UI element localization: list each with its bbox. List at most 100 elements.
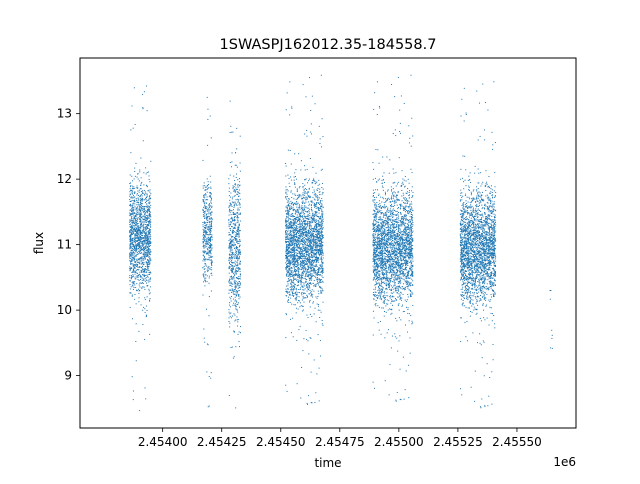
data-point <box>140 237 142 239</box>
data-point <box>293 204 295 206</box>
data-point <box>203 215 205 217</box>
data-point <box>237 227 239 229</box>
data-point <box>310 268 312 270</box>
data-point <box>202 273 204 275</box>
data-point <box>237 230 238 232</box>
data-point <box>141 277 143 279</box>
data-point <box>130 242 132 244</box>
data-point <box>209 259 211 261</box>
data-point <box>298 205 300 207</box>
data-point <box>142 206 144 208</box>
data-point <box>140 224 142 226</box>
data-point <box>315 182 317 184</box>
data-point <box>202 200 204 202</box>
data-point <box>297 274 299 276</box>
data-point <box>291 243 293 245</box>
data-point <box>314 202 316 204</box>
data-point <box>289 318 291 320</box>
data-point <box>302 259 304 261</box>
data-point <box>135 360 137 362</box>
data-point <box>309 233 311 235</box>
data-point <box>144 217 146 219</box>
data-point <box>145 247 147 249</box>
data-point <box>238 340 240 342</box>
data-point <box>311 95 313 97</box>
data-point <box>315 204 317 206</box>
data-point <box>130 229 132 231</box>
data-point <box>140 210 142 212</box>
data-point <box>295 228 297 230</box>
data-point <box>304 266 306 268</box>
data-point <box>315 231 317 233</box>
data-point <box>150 251 152 253</box>
data-point <box>207 241 209 243</box>
data-point <box>321 270 323 272</box>
data-point <box>204 251 206 253</box>
data-point <box>311 246 313 248</box>
data-point <box>296 246 298 248</box>
data-point <box>210 237 211 239</box>
data-point <box>285 295 287 297</box>
data-point <box>299 264 301 266</box>
data-point <box>293 209 295 211</box>
data-point <box>236 295 237 297</box>
data-point <box>143 263 145 265</box>
data-point <box>308 227 310 229</box>
data-point <box>141 223 143 225</box>
data-point <box>137 226 139 228</box>
data-point <box>310 267 312 269</box>
data-point <box>208 192 210 194</box>
data-point <box>147 269 149 271</box>
data-point <box>287 251 289 253</box>
data-point <box>235 213 237 215</box>
data-point <box>290 252 292 254</box>
data-point <box>131 257 133 259</box>
data-point <box>141 249 143 251</box>
data-point <box>149 198 151 200</box>
data-point <box>311 228 313 230</box>
data-point <box>292 214 294 216</box>
data-point <box>314 227 316 229</box>
data-point <box>285 313 287 315</box>
data-point <box>140 227 142 229</box>
data-point <box>318 249 320 251</box>
data-point <box>307 229 309 231</box>
data-point <box>229 250 231 252</box>
data-point <box>316 274 318 276</box>
data-point <box>142 259 144 261</box>
data-point <box>134 215 136 217</box>
data-point <box>295 312 297 314</box>
data-point <box>132 271 134 273</box>
data-point <box>133 231 135 233</box>
data-point <box>149 202 151 204</box>
data-point <box>299 229 301 231</box>
data-point <box>287 266 289 268</box>
data-point <box>141 268 143 270</box>
data-point <box>308 267 310 269</box>
data-point <box>148 253 150 255</box>
data-point <box>238 232 240 234</box>
data-point <box>294 241 296 243</box>
data-point <box>137 241 139 243</box>
data-point <box>145 277 147 279</box>
data-point <box>139 215 141 217</box>
data-point <box>205 277 207 279</box>
data-point <box>144 235 146 237</box>
data-point <box>297 261 299 263</box>
data-point <box>315 277 317 279</box>
data-point <box>235 187 237 189</box>
data-point <box>211 221 213 223</box>
data-point <box>231 283 233 285</box>
data-point <box>309 235 311 237</box>
data-point <box>309 270 311 272</box>
data-point <box>237 191 239 193</box>
data-point <box>316 278 318 280</box>
data-point <box>287 233 289 235</box>
data-point <box>305 223 307 225</box>
data-point <box>140 221 142 223</box>
data-point <box>147 255 149 257</box>
data-point <box>144 387 146 389</box>
data-point <box>316 226 318 228</box>
data-point <box>318 278 320 280</box>
data-point <box>149 256 151 258</box>
